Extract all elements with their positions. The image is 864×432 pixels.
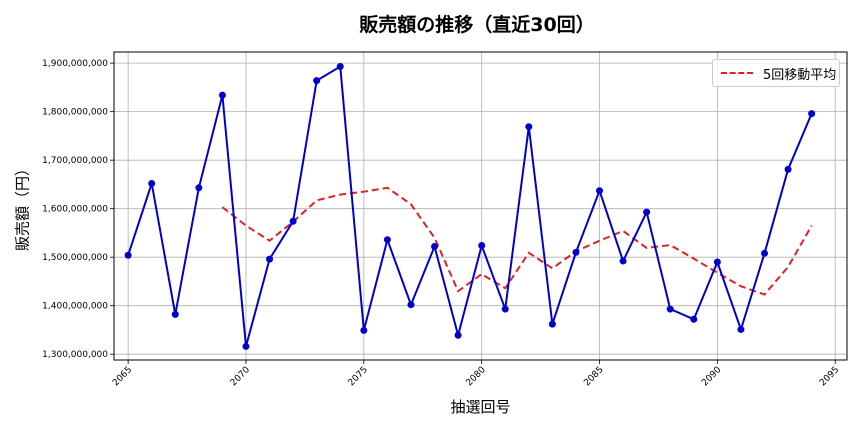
x-axis-label: 抽選回号 <box>450 398 511 416</box>
data-point-marker <box>596 187 604 195</box>
data-point-marker <box>572 248 580 256</box>
data-point-marker <box>336 63 344 71</box>
data-point-marker <box>713 258 721 266</box>
x-axis-ticks: 2065 2070 2075 2080 2085 2090 2095 <box>111 360 841 388</box>
data-point-marker <box>266 255 274 263</box>
data-point-marker <box>313 77 321 85</box>
y-tick-label: 1,700,000,000 <box>42 156 108 166</box>
x-tick-label: 2080 <box>465 365 488 388</box>
legend: 5回移動平均 <box>712 59 840 87</box>
x-tick-label: 2095 <box>818 365 841 388</box>
y-tick-label: 1,400,000,000 <box>42 302 108 312</box>
data-point-marker <box>619 257 627 265</box>
data-point-marker <box>548 320 556 328</box>
data-point-marker <box>407 301 415 309</box>
x-tick-label: 2085 <box>582 365 605 388</box>
data-point-marker <box>737 325 745 333</box>
data-point-marker <box>454 331 462 339</box>
data-point-marker <box>643 208 651 216</box>
data-point-marker <box>761 249 769 257</box>
y-tick-label: 1,500,000,000 <box>42 253 108 263</box>
data-point-marker <box>218 91 226 99</box>
data-point-marker <box>690 315 698 323</box>
data-point-marker <box>195 184 203 192</box>
sales-line <box>124 63 816 350</box>
data-point-marker <box>360 326 368 334</box>
data-point-marker <box>289 217 297 225</box>
x-tick-label: 2090 <box>700 365 723 388</box>
y-tick-label: 1,800,000,000 <box>42 108 108 118</box>
x-tick-label: 2075 <box>347 365 370 388</box>
data-point-marker <box>501 305 509 313</box>
data-point-marker <box>525 123 533 131</box>
y-tick-label: 1,900,000,000 <box>42 59 108 69</box>
y-tick-label: 1,300,000,000 <box>42 350 108 360</box>
legend-label: 5回移動平均 <box>763 67 837 83</box>
y-axis-ticks: 1,300,000,000 1,400,000,000 1,500,000,000 1… <box>42 59 114 360</box>
x-tick-label: 2070 <box>229 365 252 388</box>
x-tick-label: 2065 <box>111 365 134 388</box>
dashed-line-legend-icon <box>721 72 753 74</box>
data-point-marker <box>242 342 250 350</box>
data-point-marker <box>171 310 179 318</box>
plot-frame <box>113 51 848 361</box>
data-point-marker <box>784 165 792 173</box>
data-point-marker <box>383 236 391 244</box>
y-tick-label: 1,600,000,000 <box>42 205 108 215</box>
data-point-marker <box>478 242 486 250</box>
data-point-marker <box>431 243 439 251</box>
data-point-marker <box>124 251 132 259</box>
chart-title: 販売額の推移（直近30回） <box>359 14 595 36</box>
data-point-marker <box>808 110 816 118</box>
data-point-marker <box>666 305 674 313</box>
data-point-marker <box>148 179 156 187</box>
